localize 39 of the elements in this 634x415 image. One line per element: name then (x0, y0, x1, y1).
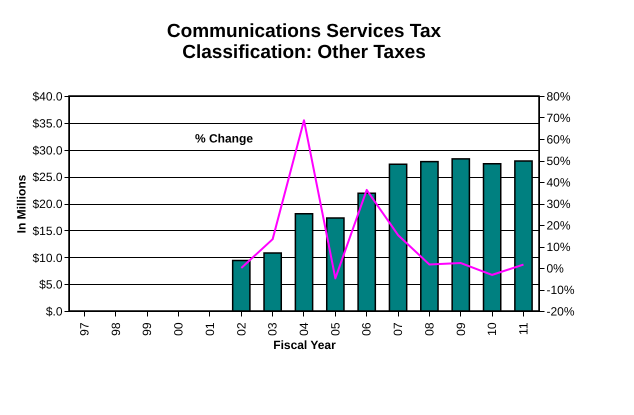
y2-tick-label: 50% (546, 154, 571, 168)
y-tick-label: $.0 (46, 304, 63, 318)
x-tick-label: 03 (266, 322, 280, 336)
x-tick-label: 99 (140, 322, 154, 336)
x-axis-title: Fiscal Year (273, 338, 336, 352)
y2-tick-label: -20% (546, 304, 575, 318)
y-tick-label: $20.0 (32, 197, 63, 211)
y2-tick-label: 40% (546, 176, 571, 190)
y-tick-label: $25.0 (32, 170, 63, 184)
text: % Change (194, 131, 254, 146)
x-tick-label: 97 (78, 322, 92, 336)
x-tick-label: 09 (454, 322, 468, 336)
x-tick-label: 05 (328, 322, 342, 336)
x-tick-label: 04 (297, 322, 311, 336)
y-tick-label: $30.0 (32, 143, 63, 158)
y-axis-title: In Millions (14, 174, 28, 234)
y-tick-label: $10.0 (32, 250, 63, 265)
x-tick-label: 02 (234, 322, 248, 336)
y2-tick-label: 10% (546, 240, 571, 254)
x-tick-label: 11 (516, 322, 530, 335)
x-tick-label: 10 (485, 322, 500, 336)
y2-tick-label: 80% (546, 90, 571, 104)
y-tick-label: $5.0 (39, 278, 63, 292)
x-tick-label: 00 (172, 322, 186, 336)
x-tick-label: 01 (202, 322, 217, 336)
y2-tick-label: 30% (546, 197, 571, 211)
x-tick-label: 06 (360, 322, 374, 336)
y2-tick-label: -10% (546, 283, 575, 297)
y2-tick-label: 60% (546, 132, 571, 146)
chart-title: Communications Services Tax Classification: Other Taxes (166, 21, 442, 63)
x-tick-label: 07 (391, 322, 406, 336)
x-tick-label: 08 (422, 322, 436, 336)
y-tick-label: $35.0 (32, 116, 63, 130)
y-tick-label: $40.0 (32, 90, 63, 104)
y-tick-label: $15.0 (32, 224, 63, 238)
y2-tick-label: 20% (546, 218, 571, 232)
y2-tick-label: 0% (546, 262, 564, 276)
y2-tick-label: 70% (546, 111, 571, 125)
x-tick-label: 98 (108, 322, 123, 336)
